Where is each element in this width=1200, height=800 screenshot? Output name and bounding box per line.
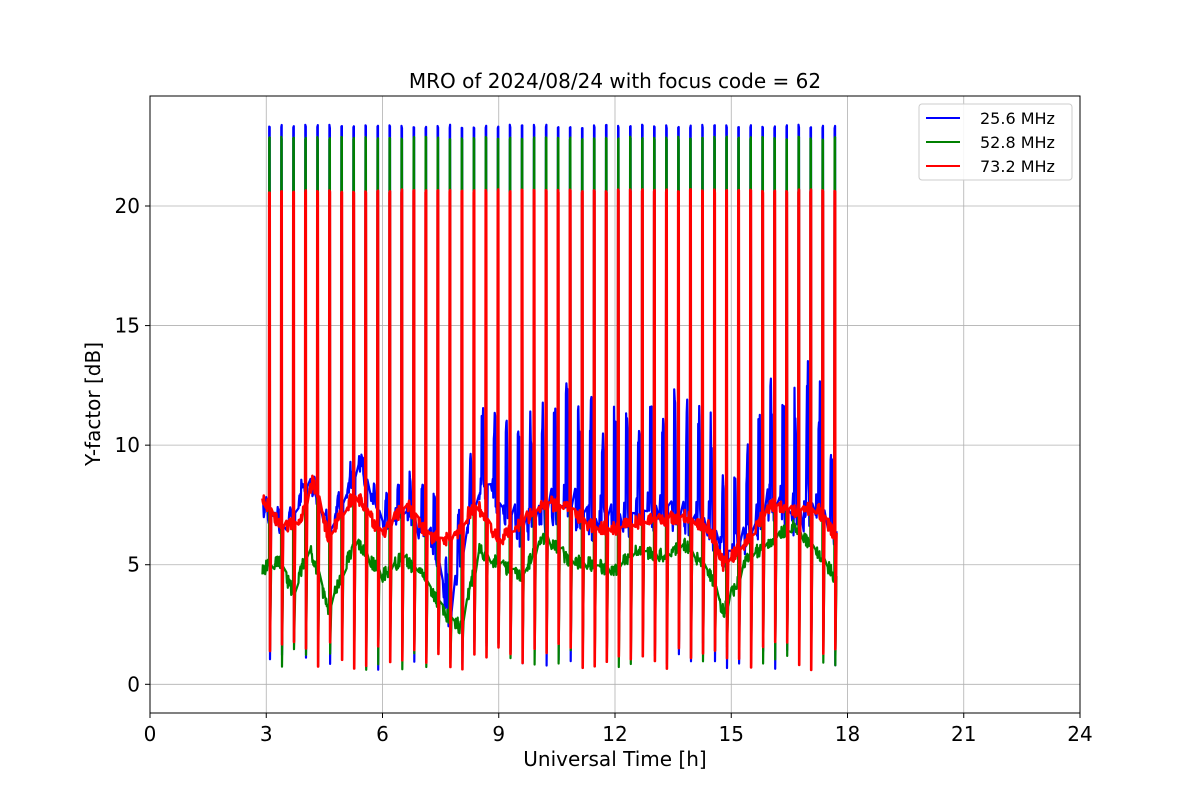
legend: 25.6 MHz 52.8 MHz 73.2 MHz bbox=[918, 103, 1073, 181]
x-tick-label-2: 6 bbox=[376, 722, 389, 746]
chart-title: MRO of 2024/08/24 with focus code = 62 bbox=[409, 69, 821, 93]
legend-label-0: 25.6 MHz bbox=[980, 109, 1055, 128]
x-tick-label-3: 9 bbox=[492, 722, 505, 746]
y-tick-label-4: 20 bbox=[115, 194, 140, 218]
x-tick-label-1: 3 bbox=[260, 722, 273, 746]
series-layer bbox=[261, 123, 838, 672]
legend-label-1: 52.8 MHz bbox=[980, 133, 1055, 152]
x-tick-label-4: 12 bbox=[602, 722, 627, 746]
x-tick-label-6: 18 bbox=[835, 722, 860, 746]
y-axis-label: Y-factor [dB] bbox=[81, 342, 105, 467]
x-tick-label-0: 0 bbox=[144, 722, 157, 746]
x-axis: 0 3 6 9 12 15 18 21 24 bbox=[144, 713, 1093, 746]
x-tick-label-5: 15 bbox=[719, 722, 744, 746]
y-axis: 0 5 10 15 20 bbox=[115, 194, 150, 696]
legend-label-2: 73.2 MHz bbox=[980, 157, 1055, 176]
y-tick-label-3: 15 bbox=[115, 314, 140, 338]
y-tick-label-2: 10 bbox=[115, 433, 140, 457]
x-tick-label-8: 24 bbox=[1067, 722, 1092, 746]
series-line-0 bbox=[261, 123, 838, 671]
x-axis-label: Universal Time [h] bbox=[523, 747, 706, 771]
y-tick-label-1: 5 bbox=[127, 553, 140, 577]
x-tick-label-7: 21 bbox=[951, 722, 976, 746]
series-line-2 bbox=[261, 188, 838, 672]
legend-box bbox=[918, 103, 1073, 181]
y-tick-label-0: 0 bbox=[127, 672, 140, 696]
